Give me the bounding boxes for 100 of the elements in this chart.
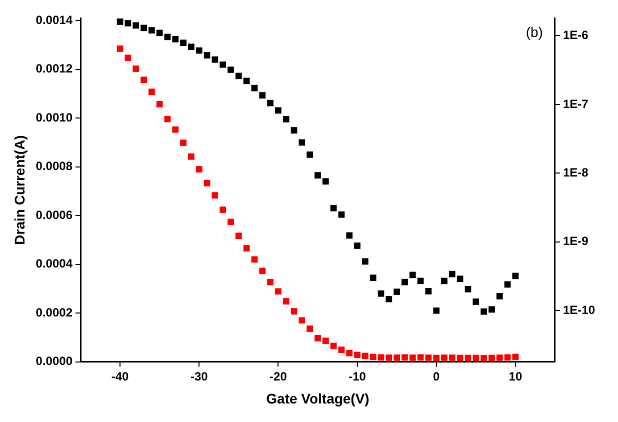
point: [433, 354, 440, 362]
point: [346, 350, 353, 356]
y2-tick-label: 1E-6: [562, 28, 589, 42]
x-tick-label: -20: [270, 369, 288, 384]
point: [156, 30, 163, 36]
point: [180, 140, 186, 146]
y2-tick-label: 1E-9: [562, 234, 589, 248]
point: [386, 354, 392, 361]
y-tick-label: 0.0002: [36, 305, 73, 320]
point: [148, 88, 155, 95]
point: [220, 61, 226, 68]
point: [322, 178, 329, 185]
point: [204, 180, 210, 186]
point: [188, 153, 194, 160]
point: [409, 354, 416, 361]
point: [362, 258, 368, 265]
point: [282, 116, 290, 122]
point: [370, 354, 376, 360]
point: [480, 308, 487, 315]
point: [448, 354, 456, 361]
annotation: (b): [526, 24, 543, 40]
point: [235, 72, 242, 80]
y-tick-label: 0.0012: [36, 62, 73, 76]
point: [441, 278, 448, 284]
y2-tick-label: 1E-7: [562, 96, 589, 111]
x-tick-label: 0: [433, 369, 440, 384]
y2-tick-label: 1E-10: [562, 302, 596, 317]
point: [456, 354, 464, 362]
x-tick-label: -30: [190, 369, 208, 384]
point: [488, 306, 495, 313]
point: [228, 66, 234, 73]
point: [267, 100, 274, 106]
point: [472, 354, 480, 362]
x-tick-label: 10: [508, 369, 522, 384]
point: [425, 288, 432, 294]
point: [370, 274, 376, 282]
point: [140, 24, 147, 32]
point: [322, 338, 329, 344]
point: [378, 290, 384, 297]
point: [456, 276, 464, 282]
y-tick-label: 0.0000: [36, 354, 73, 368]
y-tick-label: 0.0010: [36, 110, 73, 124]
point: [235, 232, 242, 239]
point: [409, 272, 416, 278]
point: [378, 354, 384, 361]
point: [196, 47, 202, 54]
point: [156, 101, 163, 108]
point: [472, 298, 480, 305]
x-axis-title: Gate Voltage(V): [266, 390, 370, 406]
point: [132, 22, 140, 29]
y-tick-label: 0.0006: [36, 208, 73, 222]
point: [496, 293, 503, 300]
y-tick-label: 0.0008: [36, 159, 73, 174]
point: [124, 20, 132, 26]
point: [512, 354, 519, 360]
point: [306, 151, 314, 158]
point: [314, 172, 321, 179]
point: [290, 308, 298, 315]
y-tick-label: 0.0014: [36, 12, 73, 27]
point: [402, 354, 408, 361]
point: [417, 354, 424, 361]
point: [480, 354, 487, 362]
point: [338, 346, 345, 354]
y-tick-label: 0.0004: [36, 256, 73, 271]
point: [402, 278, 408, 286]
point: [464, 354, 472, 362]
point: [164, 116, 171, 122]
point: [188, 44, 194, 50]
point: [124, 54, 132, 62]
point: [243, 245, 250, 252]
point: [132, 65, 140, 72]
point: [275, 288, 282, 295]
point: [148, 27, 155, 34]
point: [330, 204, 337, 212]
point: [298, 139, 306, 146]
point: [394, 288, 400, 295]
y-axis-title: Drain Current(A): [11, 135, 28, 245]
point: [251, 84, 258, 92]
point: [196, 166, 202, 172]
point: [220, 206, 226, 213]
point: [172, 126, 179, 133]
x-tick-label: -40: [111, 369, 130, 384]
point: [425, 354, 432, 361]
point: [204, 52, 210, 58]
point: [386, 296, 392, 302]
point: [172, 36, 179, 42]
point: [394, 354, 400, 361]
point: [362, 352, 368, 360]
point: [116, 45, 124, 52]
point: [504, 354, 511, 361]
point: [259, 268, 266, 274]
point: [212, 192, 218, 199]
point: [512, 272, 519, 280]
point: [259, 92, 266, 98]
point: [140, 76, 147, 84]
point: [243, 78, 250, 84]
x-tick-label: -10: [348, 369, 366, 384]
point: [354, 352, 360, 358]
point: [228, 218, 234, 226]
point: [298, 317, 306, 324]
